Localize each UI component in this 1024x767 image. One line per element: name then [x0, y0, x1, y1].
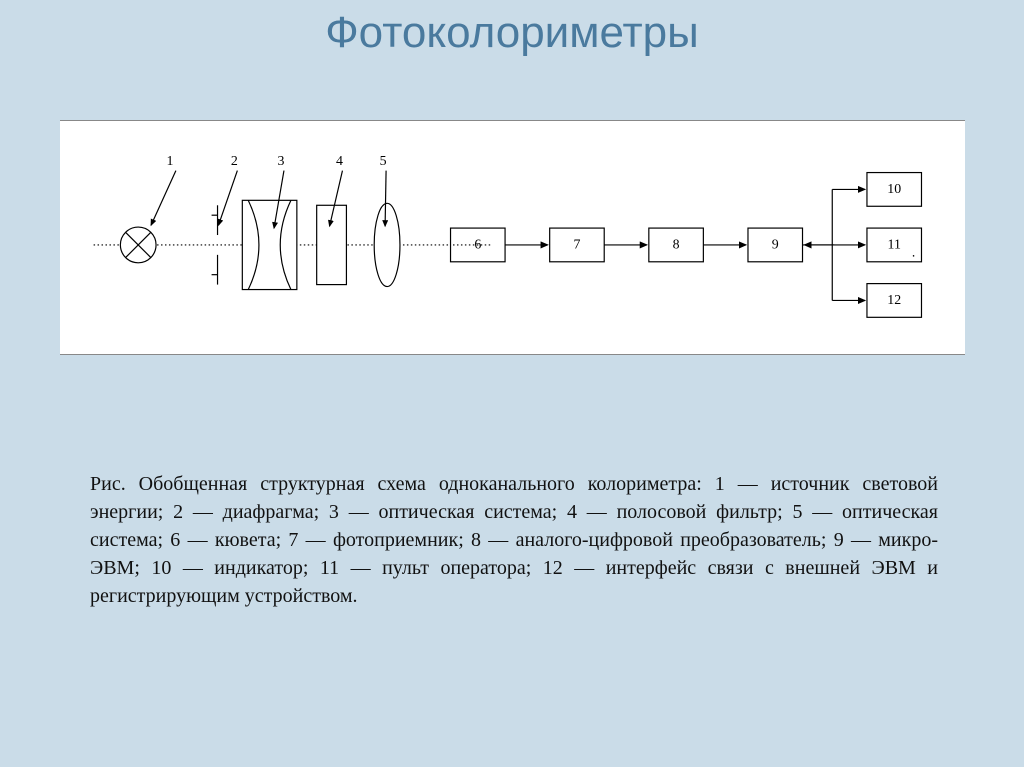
svg-text:1: 1 — [166, 154, 173, 169]
svg-text:7: 7 — [573, 237, 580, 252]
diagram-container: 123456789101112 — [60, 120, 965, 355]
svg-text:3: 3 — [278, 154, 285, 169]
page-title: Фотоколориметры — [0, 0, 1024, 58]
svg-text:12: 12 — [887, 293, 901, 308]
figure-caption: Рис. Обобщенная структурная схема однока… — [90, 470, 938, 610]
block-diagram: 123456789101112 — [60, 121, 965, 354]
svg-text:10: 10 — [887, 182, 901, 197]
svg-text:11: 11 — [888, 237, 901, 252]
svg-text:2: 2 — [231, 154, 238, 169]
svg-text:4: 4 — [336, 154, 343, 169]
svg-text:8: 8 — [673, 237, 680, 252]
svg-text:9: 9 — [772, 237, 779, 252]
svg-text:5: 5 — [380, 154, 387, 169]
